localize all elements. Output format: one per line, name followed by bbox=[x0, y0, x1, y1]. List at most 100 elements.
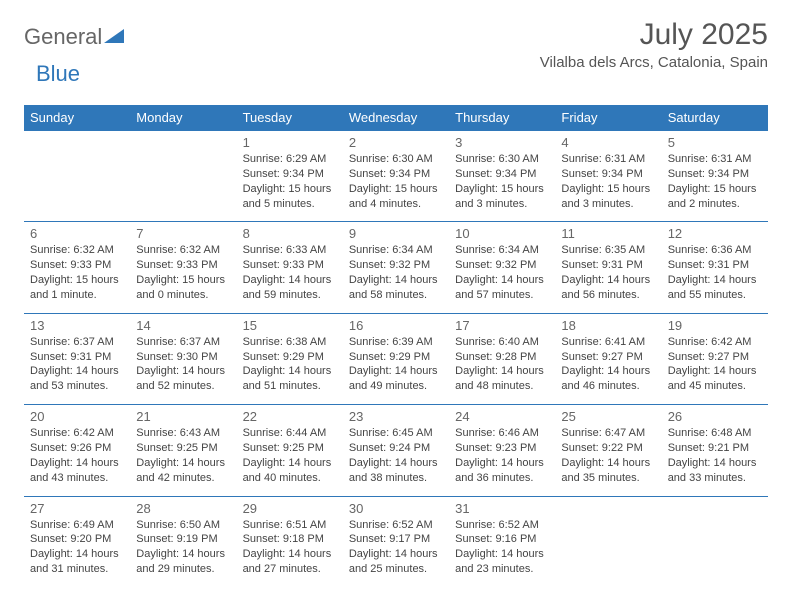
sunset-text: Sunset: 9:32 PM bbox=[455, 258, 549, 273]
calendar-day-cell: 4Sunrise: 6:31 AMSunset: 9:34 PMDaylight… bbox=[555, 131, 661, 222]
calendar-day-cell bbox=[130, 131, 236, 222]
daylight-text: Daylight: 14 hours and 56 minutes. bbox=[561, 273, 655, 303]
daylight-text: Daylight: 14 hours and 42 minutes. bbox=[136, 456, 230, 486]
daylight-text: Daylight: 15 hours and 1 minute. bbox=[30, 273, 124, 303]
sunrise-text: Sunrise: 6:47 AM bbox=[561, 426, 655, 441]
month-title: July 2025 bbox=[540, 18, 768, 52]
calendar-day-cell bbox=[24, 131, 130, 222]
sunset-text: Sunset: 9:30 PM bbox=[136, 350, 230, 365]
sunrise-text: Sunrise: 6:35 AM bbox=[561, 243, 655, 258]
sunrise-text: Sunrise: 6:38 AM bbox=[243, 335, 337, 350]
day-number: 9 bbox=[349, 226, 443, 241]
day-number: 20 bbox=[30, 409, 124, 424]
calendar-day-cell: 14Sunrise: 6:37 AMSunset: 9:30 PMDayligh… bbox=[130, 313, 236, 404]
calendar-day-cell: 26Sunrise: 6:48 AMSunset: 9:21 PMDayligh… bbox=[662, 405, 768, 496]
daylight-text: Daylight: 14 hours and 31 minutes. bbox=[30, 547, 124, 577]
day-number: 11 bbox=[561, 226, 655, 241]
day-number: 18 bbox=[561, 318, 655, 333]
calendar-day-cell: 13 Sunrise: 6:37 AMSunset: 9:31 PMDayligh… bbox=[24, 313, 130, 404]
daylight-text: Daylight: 14 hours and 48 minutes. bbox=[455, 364, 549, 394]
sunset-text: Sunset: 9:27 PM bbox=[668, 350, 762, 365]
weekday-heading: Tuesday bbox=[237, 105, 343, 131]
sunrise-text: Sunrise: 6:42 AM bbox=[30, 426, 124, 441]
brand-triangle-icon bbox=[104, 27, 124, 48]
sunrise-text: Sunrise: 6:31 AM bbox=[561, 152, 655, 167]
daylight-text: Daylight: 14 hours and 55 minutes. bbox=[668, 273, 762, 303]
calendar-day-cell: 1Sunrise: 6:29 AMSunset: 9:34 PMDaylight… bbox=[237, 131, 343, 222]
day-number: 31 bbox=[455, 501, 549, 516]
day-number: 13 bbox=[30, 318, 124, 333]
calendar-day-cell: 5Sunrise: 6:31 AMSunset: 9:34 PMDaylight… bbox=[662, 131, 768, 222]
day-number: 16 bbox=[349, 318, 443, 333]
sunset-text: Sunset: 9:34 PM bbox=[455, 167, 549, 182]
sunset-text: Sunset: 9:31 PM bbox=[30, 350, 124, 365]
daylight-text: Daylight: 14 hours and 58 minutes. bbox=[349, 273, 443, 303]
calendar-body: 1Sunrise: 6:29 AMSunset: 9:34 PMDaylight… bbox=[24, 131, 768, 587]
sunrise-text: Sunrise: 6:34 AM bbox=[349, 243, 443, 258]
calendar-day-cell: 17Sunrise: 6:40 AMSunset: 9:28 PMDayligh… bbox=[449, 313, 555, 404]
daylight-text: Daylight: 14 hours and 25 minutes. bbox=[349, 547, 443, 577]
day-number: 10 bbox=[455, 226, 549, 241]
weekday-heading: Thursday bbox=[449, 105, 555, 131]
day-number: 19 bbox=[668, 318, 762, 333]
sunrise-text: Sunrise: 6:52 AM bbox=[455, 518, 549, 533]
day-number: 4 bbox=[561, 135, 655, 150]
sunrise-text: Sunrise: 6:41 AM bbox=[561, 335, 655, 350]
calendar-week-row: 20Sunrise: 6:42 AMSunset: 9:26 PMDayligh… bbox=[24, 405, 768, 496]
sunset-text: Sunset: 9:23 PM bbox=[455, 441, 549, 456]
sunrise-text: Sunrise: 6:43 AM bbox=[136, 426, 230, 441]
sunrise-text: Sunrise: 6:49 AM bbox=[30, 518, 124, 533]
sunset-text: Sunset: 9:33 PM bbox=[136, 258, 230, 273]
calendar-day-cell: 31Sunrise: 6:52 AMSunset: 9:16 PMDayligh… bbox=[449, 496, 555, 587]
calendar-day-cell: 16Sunrise: 6:39 AMSunset: 9:29 PMDayligh… bbox=[343, 313, 449, 404]
calendar-day-cell: 6Sunrise: 6:32 AMSunset: 9:33 PMDaylight… bbox=[24, 222, 130, 313]
sunrise-text: Sunrise: 6:37 AM bbox=[136, 335, 230, 350]
calendar-day-cell: 27Sunrise: 6:49 AMSunset: 9:20 PMDayligh… bbox=[24, 496, 130, 587]
daylight-text: Daylight: 14 hours and 49 minutes. bbox=[349, 364, 443, 394]
calendar-table: Sunday Monday Tuesday Wednesday Thursday… bbox=[24, 105, 768, 587]
brand-word2: Blue bbox=[24, 61, 80, 86]
sunset-text: Sunset: 9:34 PM bbox=[243, 167, 337, 182]
calendar-day-cell: 20Sunrise: 6:42 AMSunset: 9:26 PMDayligh… bbox=[24, 405, 130, 496]
weekday-heading: Friday bbox=[555, 105, 661, 131]
daylight-text: Daylight: 15 hours and 5 minutes. bbox=[243, 182, 337, 212]
calendar-week-row: 1Sunrise: 6:29 AMSunset: 9:34 PMDaylight… bbox=[24, 131, 768, 222]
sunset-text: Sunset: 9:18 PM bbox=[243, 532, 337, 547]
sunset-text: Sunset: 9:21 PM bbox=[668, 441, 762, 456]
calendar-day-cell: 9Sunrise: 6:34 AMSunset: 9:32 PMDaylight… bbox=[343, 222, 449, 313]
calendar-day-cell: 29Sunrise: 6:51 AMSunset: 9:18 PMDayligh… bbox=[237, 496, 343, 587]
sunset-text: Sunset: 9:29 PM bbox=[349, 350, 443, 365]
sunrise-text: Sunrise: 6:48 AM bbox=[668, 426, 762, 441]
sunrise-text: Sunrise: 6:46 AM bbox=[455, 426, 549, 441]
sunrise-text: Sunrise: 6:37 AM bbox=[30, 335, 124, 350]
daylight-text: Daylight: 15 hours and 3 minutes. bbox=[455, 182, 549, 212]
sunset-text: Sunset: 9:20 PM bbox=[30, 532, 124, 547]
sunset-text: Sunset: 9:19 PM bbox=[136, 532, 230, 547]
sunset-text: Sunset: 9:27 PM bbox=[561, 350, 655, 365]
calendar-day-cell: 15Sunrise: 6:38 AMSunset: 9:29 PMDayligh… bbox=[237, 313, 343, 404]
brand-word1: General bbox=[24, 24, 102, 50]
sunset-text: Sunset: 9:25 PM bbox=[136, 441, 230, 456]
calendar-day-cell bbox=[555, 496, 661, 587]
daylight-text: Daylight: 14 hours and 33 minutes. bbox=[668, 456, 762, 486]
daylight-text: Daylight: 14 hours and 53 minutes. bbox=[30, 364, 124, 394]
calendar-day-cell: 8Sunrise: 6:33 AMSunset: 9:33 PMDaylight… bbox=[237, 222, 343, 313]
calendar-week-row: 13Sunrise: 6:37 AMSunset: 9:31 PMDayligh… bbox=[24, 313, 768, 404]
weekday-heading: Sunday bbox=[24, 105, 130, 131]
sunset-text: Sunset: 9:29 PM bbox=[243, 350, 337, 365]
calendar-day-cell: 2Sunrise: 6:30 AMSunset: 9:34 PMDaylight… bbox=[343, 131, 449, 222]
calendar-day-cell: 10Sunrise: 6:34 AMSunset: 9:32 PMDayligh… bbox=[449, 222, 555, 313]
calendar-header-row: Sunday Monday Tuesday Wednesday Thursday… bbox=[24, 105, 768, 131]
sunrise-text: Sunrise: 6:40 AM bbox=[455, 335, 549, 350]
sunrise-text: Sunrise: 6:44 AM bbox=[243, 426, 337, 441]
daylight-text: Daylight: 14 hours and 38 minutes. bbox=[349, 456, 443, 486]
daylight-text: Daylight: 14 hours and 45 minutes. bbox=[668, 364, 762, 394]
calendar-day-cell bbox=[662, 496, 768, 587]
sunrise-text: Sunrise: 6:36 AM bbox=[668, 243, 762, 258]
calendar-day-cell: 3Sunrise: 6:30 AMSunset: 9:34 PMDaylight… bbox=[449, 131, 555, 222]
day-number: 12 bbox=[668, 226, 762, 241]
sunset-text: Sunset: 9:33 PM bbox=[30, 258, 124, 273]
daylight-text: Daylight: 15 hours and 4 minutes. bbox=[349, 182, 443, 212]
day-number: 21 bbox=[136, 409, 230, 424]
calendar-day-cell: 25Sunrise: 6:47 AMSunset: 9:22 PMDayligh… bbox=[555, 405, 661, 496]
